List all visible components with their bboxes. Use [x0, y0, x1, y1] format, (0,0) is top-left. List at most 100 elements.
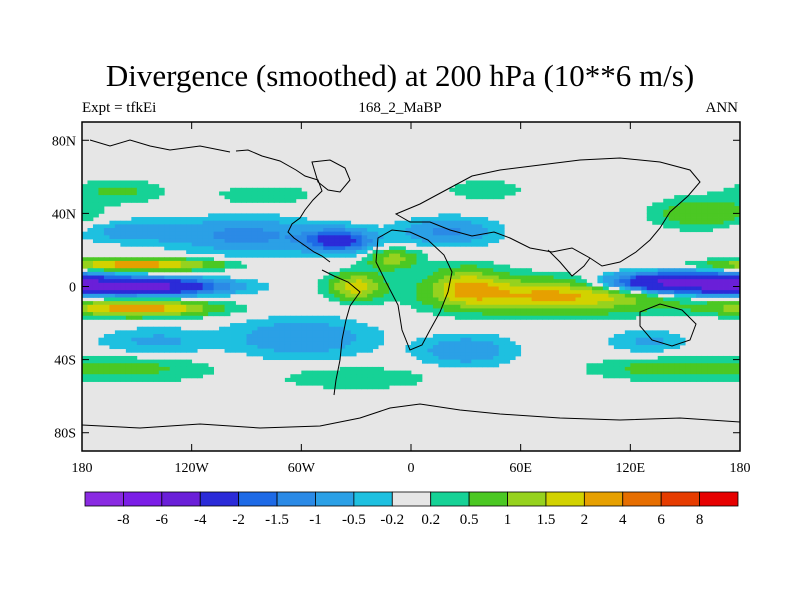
field-cell	[663, 312, 670, 317]
field-cell	[92, 363, 99, 368]
field-cell	[219, 304, 225, 309]
field-cell	[317, 374, 324, 379]
field-cell	[476, 191, 483, 196]
field-cell	[125, 359, 132, 364]
field-cell	[378, 242, 384, 247]
field-cell	[679, 359, 686, 364]
field-cell	[668, 366, 675, 371]
field-cell	[241, 286, 247, 291]
field-cell	[526, 297, 533, 302]
field-cell	[564, 286, 571, 291]
field-cell	[213, 290, 220, 295]
field-cell	[213, 231, 220, 236]
field-cell	[411, 224, 417, 229]
field-cell	[235, 228, 242, 233]
field-cell	[219, 293, 225, 298]
field-cell	[663, 224, 670, 229]
field-cell	[685, 301, 692, 306]
field-cell	[273, 191, 280, 196]
field-cell	[367, 374, 374, 379]
field-cell	[646, 377, 653, 382]
field-cell	[114, 260, 121, 265]
field-cell	[142, 293, 149, 298]
field-cell	[602, 304, 609, 309]
field-cell	[476, 235, 483, 240]
field-cell	[729, 209, 735, 214]
field-cell	[323, 253, 330, 258]
field-cell	[142, 220, 149, 225]
field-cell	[158, 366, 165, 371]
field-cell	[498, 297, 505, 302]
field-cell	[334, 235, 341, 240]
field-cell	[718, 308, 724, 313]
field-cell	[142, 315, 149, 320]
field-cell	[235, 249, 242, 254]
field-cell	[679, 312, 686, 317]
field-cell	[707, 202, 713, 207]
field-cell	[718, 191, 724, 196]
field-cell	[498, 282, 505, 287]
field-cell	[394, 374, 401, 379]
field-cell	[339, 341, 346, 346]
field-cell	[125, 195, 132, 200]
field-cell	[345, 228, 352, 233]
field-cell	[619, 282, 626, 287]
field-cell	[712, 209, 719, 214]
field-cell	[235, 198, 242, 203]
field-cell	[98, 293, 105, 298]
field-cell	[449, 337, 456, 342]
field-cell	[164, 246, 171, 251]
field-cell	[87, 301, 94, 306]
field-cell	[454, 279, 461, 284]
field-cell	[701, 377, 708, 382]
field-cell	[219, 231, 225, 236]
field-cell	[668, 341, 675, 346]
field-cell	[405, 301, 412, 306]
field-cell	[175, 334, 182, 339]
field-cell	[186, 260, 193, 265]
field-cell	[400, 297, 406, 302]
field-cell	[235, 341, 242, 346]
field-cell	[235, 242, 242, 247]
field-cell	[147, 191, 154, 196]
season-label: ANN	[705, 100, 739, 116]
field-cell	[471, 297, 478, 302]
field-cell	[515, 308, 522, 313]
field-cell	[723, 290, 730, 295]
field-cell	[114, 268, 121, 273]
field-cell	[487, 286, 494, 291]
field-cell	[460, 220, 467, 225]
field-cell	[624, 334, 631, 339]
field-cell	[663, 198, 670, 203]
field-cell	[92, 191, 99, 196]
field-cell	[718, 195, 724, 200]
field-cell	[103, 224, 110, 229]
field-cell	[707, 374, 713, 379]
field-cell	[712, 304, 719, 309]
field-cell	[219, 275, 225, 280]
field-cell	[619, 344, 626, 350]
field-cell	[356, 279, 363, 284]
field-cell	[339, 337, 346, 342]
field-cell	[213, 213, 220, 218]
field-cell	[142, 374, 149, 379]
field-cell	[663, 359, 670, 364]
field-cell	[372, 242, 379, 247]
field-cell	[186, 249, 193, 254]
field-cell	[164, 337, 171, 342]
field-cell	[208, 290, 214, 295]
field-cell	[493, 220, 500, 225]
field-cell	[339, 271, 346, 276]
field-cell	[191, 348, 198, 353]
field-cell	[652, 286, 659, 291]
field-cell	[98, 337, 105, 342]
field-cell	[224, 224, 231, 229]
field-cell	[246, 235, 253, 240]
field-cell	[718, 268, 724, 273]
field-cell	[602, 282, 609, 287]
field-cell	[125, 374, 132, 379]
field-cell	[482, 359, 489, 364]
field-cell	[701, 286, 708, 291]
field-cell	[235, 264, 242, 269]
field-cell	[674, 282, 681, 287]
